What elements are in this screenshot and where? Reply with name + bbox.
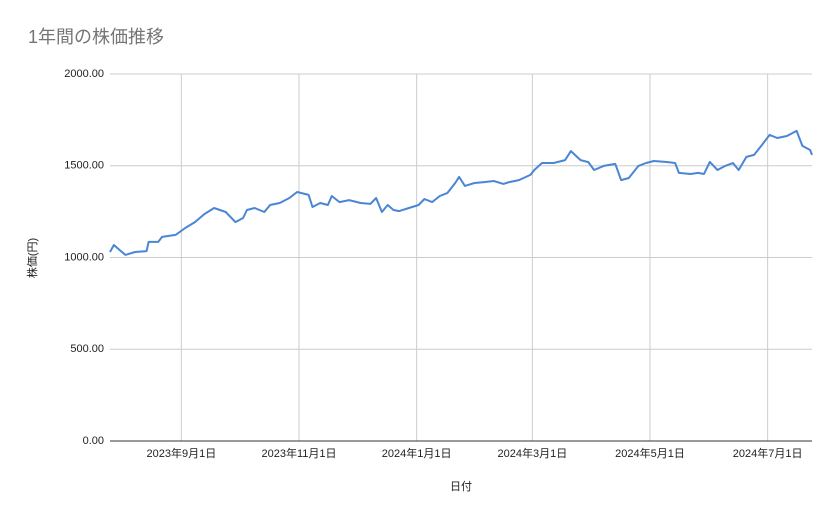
y-tick-label: 500.00 xyxy=(70,343,104,355)
x-axis-label: 日付 xyxy=(450,480,472,493)
x-tick-label: 2024年7月1日 xyxy=(733,446,803,460)
y-axis-label: 株価(円) xyxy=(25,238,39,278)
x-tick-label: 2023年9月1日 xyxy=(146,446,216,460)
x-tick-label: 2024年1月1日 xyxy=(382,446,452,460)
y-tick-label: 1000.00 xyxy=(64,251,104,263)
data-line xyxy=(109,129,813,256)
y-tick-label: 2000.00 xyxy=(64,68,104,80)
y-tick-label: 1500.00 xyxy=(64,160,104,172)
chart-title: 1年間の株価推移 xyxy=(28,27,164,47)
x-tick-label: 2024年5月1日 xyxy=(615,446,685,460)
x-tick-label: 2023年11月1日 xyxy=(261,446,336,460)
y-tick-label: 0.00 xyxy=(83,435,104,447)
x-tick-label: 2024年3月1日 xyxy=(497,446,567,460)
